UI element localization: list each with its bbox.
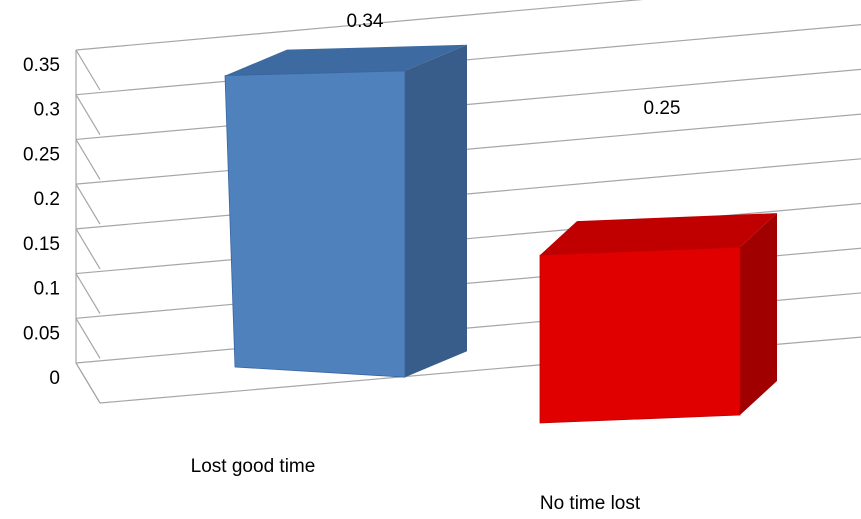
y-axis-ticks: 0 0.05 0.1 0.15 0.2 0.25 0.3 0.35 (23, 55, 60, 389)
category-label: Lost good time (191, 456, 316, 477)
y-tick-label: 0.2 (34, 189, 60, 210)
bar (539, 246, 741, 424)
gridline (75, 113, 861, 185)
y-tick-label: 0.35 (23, 55, 60, 76)
gridline (75, 68, 861, 141)
gridline-side (75, 139, 101, 180)
bar-side (740, 213, 777, 415)
gridline-side (75, 49, 101, 91)
gridline-side (75, 273, 101, 314)
data-label: 0.34 (347, 11, 384, 32)
y-tick-label: 0.1 (34, 279, 60, 300)
bar-top (225, 44, 467, 76)
data-labels: 0.34 0.25 (347, 11, 681, 119)
gridlines (75, 0, 861, 404)
gridline-side (75, 94, 101, 136)
y-tick-label: 0.15 (23, 234, 60, 255)
gridline (75, 0, 644, 51)
y-tick-label: 0.3 (34, 100, 60, 121)
category-label: No time lost (540, 493, 641, 514)
y-tick-label: 0.05 (23, 323, 60, 344)
bar (224, 70, 406, 378)
gridline-side (75, 183, 101, 225)
gridline (75, 202, 861, 275)
data-label: 0.25 (644, 98, 681, 119)
bars (224, 44, 777, 424)
y-tick-label: 0 (49, 368, 60, 389)
gridline (75, 24, 861, 96)
category-labels: Lost good time No time lost (191, 456, 641, 514)
bar-side (405, 44, 467, 378)
gridline-side (75, 228, 101, 270)
gridline-side (75, 317, 101, 359)
gridline (75, 158, 861, 230)
bar-top (540, 213, 777, 256)
gridline-side (75, 362, 101, 404)
y-tick-label: 0.25 (23, 144, 60, 165)
